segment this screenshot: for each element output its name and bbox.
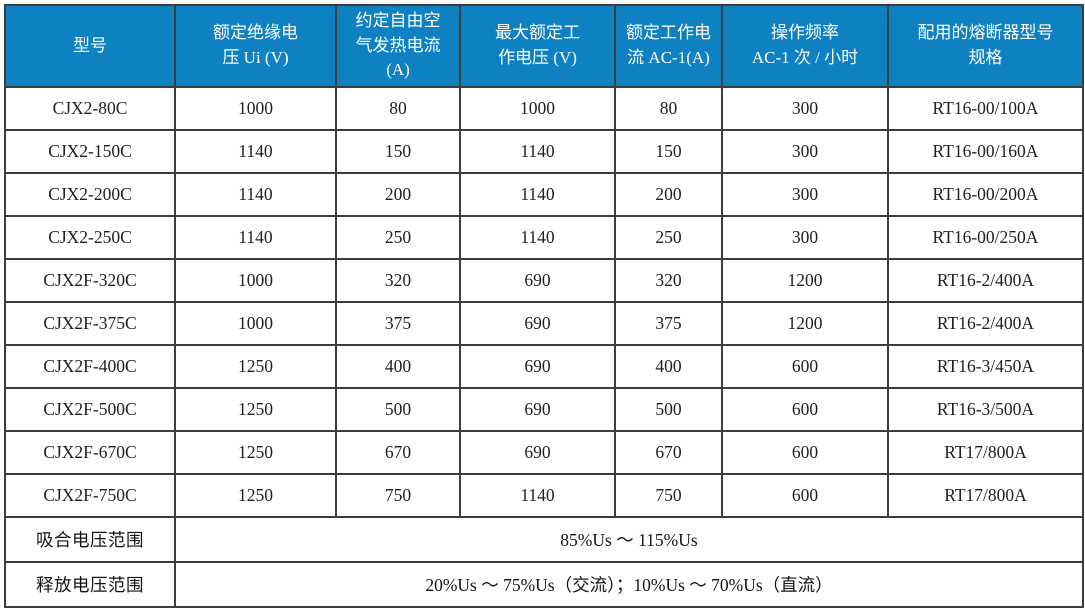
table-header: 型号 额定绝缘电 压 Ui (V) 约定自由空 气发热电流 (A) 最大额定工 … bbox=[4, 4, 1084, 88]
table-row: CJX2F-670C 1250 670 690 670 600 RT17/800A bbox=[4, 430, 1084, 475]
model-cell: CJX2F-670C bbox=[4, 430, 176, 475]
value-cell: 1000 bbox=[174, 301, 337, 346]
value-cell: 1140 bbox=[174, 215, 337, 260]
value-cell: 1000 bbox=[174, 258, 337, 303]
value-cell: RT16-2/400A bbox=[887, 258, 1084, 303]
value-cell: 1250 bbox=[174, 387, 337, 432]
header-model: 型号 bbox=[4, 4, 176, 88]
value-cell: 690 bbox=[459, 387, 616, 432]
value-cell: 750 bbox=[614, 473, 723, 518]
header-row: 型号 额定绝缘电 压 Ui (V) 约定自由空 气发热电流 (A) 最大额定工 … bbox=[4, 4, 1084, 88]
value-cell: 1250 bbox=[174, 473, 337, 518]
model-cell: CJX2F-375C bbox=[4, 301, 176, 346]
value-cell: 670 bbox=[614, 430, 723, 475]
value-cell: 690 bbox=[459, 344, 616, 389]
table-row: CJX2F-320C 1000 320 690 320 1200 RT16-2/400A bbox=[4, 258, 1084, 303]
value-cell: 1250 bbox=[174, 430, 337, 475]
header-matching-fuse-model: 配用的熔断器型号 规格 bbox=[887, 4, 1084, 88]
table-row: CJX2-200C 1140 200 1140 200 300 RT16-00/200A bbox=[4, 172, 1084, 217]
table-row: CJX2-80C 1000 80 1000 80 300 RT16-00/100A bbox=[4, 86, 1084, 131]
model-cell: CJX2-80C bbox=[4, 86, 176, 131]
value-cell: 1000 bbox=[174, 86, 337, 131]
header-operating-frequency: 操作频率 AC-1 次 / 小时 bbox=[721, 4, 889, 88]
pickup-voltage-label: 吸合电压范围 bbox=[4, 516, 176, 563]
table-row: CJX2F-375C 1000 375 690 375 1200 RT16-2/400A bbox=[4, 301, 1084, 346]
value-cell: 300 bbox=[721, 172, 889, 217]
value-cell: 200 bbox=[335, 172, 461, 217]
value-cell: 300 bbox=[721, 129, 889, 174]
value-cell: 320 bbox=[335, 258, 461, 303]
model-cell: CJX2F-500C bbox=[4, 387, 176, 432]
value-cell: RT16-3/450A bbox=[887, 344, 1084, 389]
value-cell: 600 bbox=[721, 430, 889, 475]
release-voltage-label: 释放电压范围 bbox=[4, 561, 176, 608]
value-cell: RT16-00/160A bbox=[887, 129, 1084, 174]
value-cell: 1140 bbox=[174, 172, 337, 217]
header-rated-operating-current-ac1: 额定工作电 流 AC-1(A) bbox=[614, 4, 723, 88]
value-cell: 1140 bbox=[459, 172, 616, 217]
table-footer: 吸合电压范围 85%Us ～ 115%Us 释放电压范围 20%Us ～ 75%… bbox=[4, 516, 1084, 608]
value-cell: 1140 bbox=[174, 129, 337, 174]
value-cell: 375 bbox=[614, 301, 723, 346]
value-cell: 600 bbox=[721, 473, 889, 518]
value-cell: 300 bbox=[721, 215, 889, 260]
header-max-rated-operating-voltage: 最大额定工 作电压 (V) bbox=[459, 4, 616, 88]
table-row: CJX2-250C 1140 250 1140 250 300 RT16-00/250A bbox=[4, 215, 1084, 260]
table-row: CJX2F-500C 1250 500 690 500 600 RT16-3/500A bbox=[4, 387, 1084, 432]
value-cell: RT16-3/500A bbox=[887, 387, 1084, 432]
value-cell: RT16-2/400A bbox=[887, 301, 1084, 346]
table-row: CJX2-150C 1140 150 1140 150 300 RT16-00/160A bbox=[4, 129, 1084, 174]
pickup-voltage-row: 吸合电压范围 85%Us ～ 115%Us bbox=[4, 516, 1084, 563]
value-cell: RT16-00/100A bbox=[887, 86, 1084, 131]
value-cell: 1000 bbox=[459, 86, 616, 131]
value-cell: 750 bbox=[335, 473, 461, 518]
header-conventional-free-air-thermal-current: 约定自由空 气发热电流 (A) bbox=[335, 4, 461, 88]
model-cell: CJX2-200C bbox=[4, 172, 176, 217]
value-cell: RT17/800A bbox=[887, 473, 1084, 518]
value-cell: RT16-00/250A bbox=[887, 215, 1084, 260]
model-cell: CJX2-250C bbox=[4, 215, 176, 260]
value-cell: 400 bbox=[335, 344, 461, 389]
value-cell: 1200 bbox=[721, 301, 889, 346]
value-cell: 200 bbox=[614, 172, 723, 217]
release-voltage-row: 释放电压范围 20%Us ～ 75%Us（交流）；10%Us ～ 70%Us（直… bbox=[4, 561, 1084, 608]
value-cell: 320 bbox=[614, 258, 723, 303]
value-cell: 250 bbox=[614, 215, 723, 260]
value-cell: 600 bbox=[721, 387, 889, 432]
value-cell: 1140 bbox=[459, 215, 616, 260]
value-cell: RT16-00/200A bbox=[887, 172, 1084, 217]
value-cell: 375 bbox=[335, 301, 461, 346]
value-cell: 300 bbox=[721, 86, 889, 131]
value-cell: 500 bbox=[335, 387, 461, 432]
value-cell: 150 bbox=[614, 129, 723, 174]
release-voltage-value: 20%Us ～ 75%Us（交流）；10%Us ～ 70%Us（直流） bbox=[174, 561, 1084, 608]
value-cell: 600 bbox=[721, 344, 889, 389]
model-cell: CJX2-150C bbox=[4, 129, 176, 174]
value-cell: 150 bbox=[335, 129, 461, 174]
header-rated-insulation-voltage: 额定绝缘电 压 Ui (V) bbox=[174, 4, 337, 88]
value-cell: 1250 bbox=[174, 344, 337, 389]
value-cell: 690 bbox=[459, 258, 616, 303]
value-cell: 690 bbox=[459, 430, 616, 475]
value-cell: 670 bbox=[335, 430, 461, 475]
value-cell: 690 bbox=[459, 301, 616, 346]
value-cell: 400 bbox=[614, 344, 723, 389]
value-cell: 1140 bbox=[459, 129, 616, 174]
model-cell: CJX2F-400C bbox=[4, 344, 176, 389]
value-cell: 1140 bbox=[459, 473, 616, 518]
model-cell: CJX2F-750C bbox=[4, 473, 176, 518]
model-cell: CJX2F-320C bbox=[4, 258, 176, 303]
value-cell: 1200 bbox=[721, 258, 889, 303]
value-cell: 250 bbox=[335, 215, 461, 260]
table-body: CJX2-80C 1000 80 1000 80 300 RT16-00/100A CJX2-… bbox=[4, 86, 1084, 518]
pickup-voltage-value: 85%Us ～ 115%Us bbox=[174, 516, 1084, 563]
value-cell: RT17/800A bbox=[887, 430, 1084, 475]
table-row: CJX2F-400C 1250 400 690 400 600 RT16-3/450A bbox=[4, 344, 1084, 389]
value-cell: 500 bbox=[614, 387, 723, 432]
value-cell: 80 bbox=[335, 86, 461, 131]
table-row: CJX2F-750C 1250 750 1140 750 600 RT17/800A bbox=[4, 473, 1084, 518]
value-cell: 80 bbox=[614, 86, 723, 131]
contactor-spec-table: 型号 额定绝缘电 压 Ui (V) 约定自由空 气发热电流 (A) 最大额定工 … bbox=[4, 4, 1084, 608]
